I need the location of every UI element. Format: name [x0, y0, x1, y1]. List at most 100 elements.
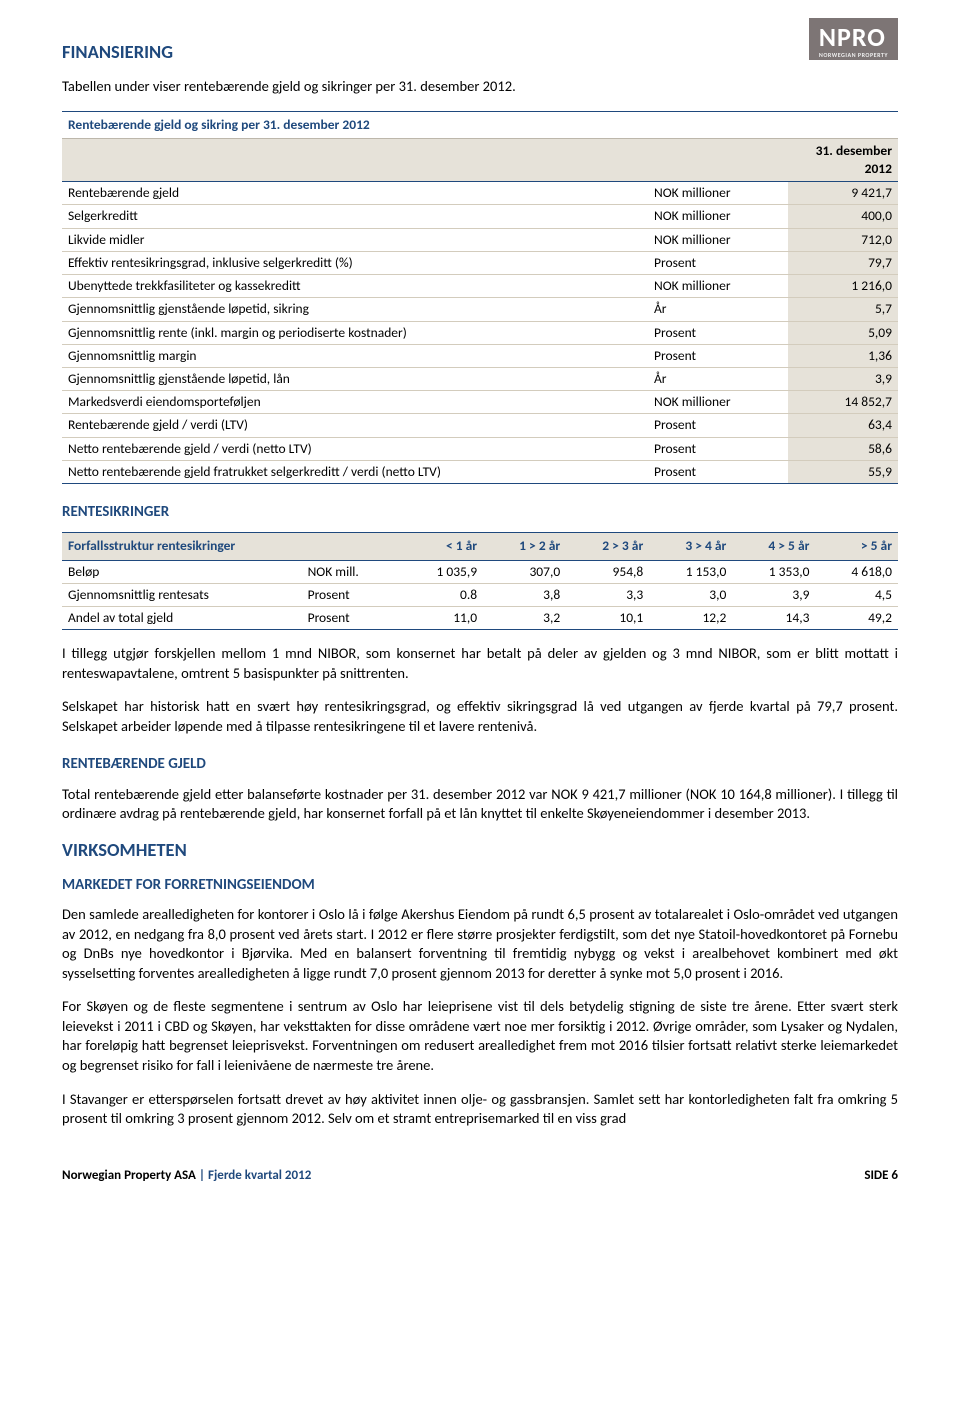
table-forfallsstruktur: Forfallsstruktur rentesikringer< 1 år1 >… [62, 532, 898, 630]
heading-rentebaerende-gjeld: RENTEBÆRENDE GJELD [62, 754, 898, 774]
col-header: 3 > 4 år [649, 533, 732, 560]
cell-value: 400,0 [788, 205, 898, 228]
cell: 954,8 [566, 560, 649, 583]
intro-text: Tabellen under viser rentebærende gjeld … [62, 77, 898, 97]
footer-page: SIDE 6 [864, 1167, 898, 1185]
cell: 10,1 [566, 606, 649, 629]
company-logo: NPRO NORWEGIAN PROPERTY [809, 18, 898, 60]
cell-unit: NOK millioner [648, 182, 788, 205]
cell-label: Gjennomsnittlig rente (inkl. margin og p… [62, 321, 648, 344]
cell-unit: Prosent [648, 460, 788, 483]
cell-value: 58,6 [788, 437, 898, 460]
cell-unit: Prosent [648, 437, 788, 460]
cell: 14,3 [732, 606, 815, 629]
para-total-gjeld: Total rentebærende gjeld etter balansefø… [62, 785, 898, 824]
footer-period: Fjerde kvartal 2012 [208, 1168, 311, 1183]
table-row: Gjennomsnittlig rentesatsProsent0.83,8 3,… [62, 583, 898, 606]
cell-value: 79,7 [788, 251, 898, 274]
para-sikringsgrad: Selskapet har historisk hatt en svært hø… [62, 697, 898, 736]
cell: 4 618,0 [815, 560, 898, 583]
cell-value: 5,7 [788, 298, 898, 321]
cell: 1 353,0 [732, 560, 815, 583]
cell-label: Effektiv rentesikringsgrad, inklusive se… [62, 251, 648, 274]
table-row: Netto rentebærende gjeld fratrukket selg… [62, 460, 898, 483]
cell-value: 55,9 [788, 460, 898, 483]
cell-value: 9 421,7 [788, 182, 898, 205]
cell: 307,0 [483, 560, 566, 583]
table-row: Markedsverdi eiendomsporteføljenNOK mill… [62, 391, 898, 414]
cell-label: Rentebærende gjeld [62, 182, 648, 205]
cell: 4,5 [815, 583, 898, 606]
cell-label: Selgerkreditt [62, 205, 648, 228]
col-header: Forfallsstruktur rentesikringer [62, 533, 401, 560]
cell-label: Rentebærende gjeld / verdi (LTV) [62, 414, 648, 437]
table-row: Netto rentebærende gjeld / verdi (netto … [62, 437, 898, 460]
cell: 1 035,9 [401, 560, 483, 583]
heading-virksomheten: VIRKSOMHETEN [62, 838, 898, 863]
cell: Prosent [302, 606, 401, 629]
cell: 1 153,0 [649, 560, 732, 583]
cell: 3,8 [483, 583, 566, 606]
cell-label: Netto rentebærende gjeld / verdi (netto … [62, 437, 648, 460]
table-row: Ubenyttede trekkfasiliteter og kassekred… [62, 275, 898, 298]
heading-rentesikringer: RENTESIKRINGER [62, 502, 898, 522]
table-row: Gjennomsnittlig rente (inkl. margin og p… [62, 321, 898, 344]
cell-value: 712,0 [788, 228, 898, 251]
para-nibor: I tillegg utgjør forskjellen mellom 1 mn… [62, 644, 898, 683]
cell: 11,0 [401, 606, 483, 629]
col-header: < 1 år [401, 533, 483, 560]
cell-value: 14 852,7 [788, 391, 898, 414]
para-skoyen: For Skøyen og de fleste segmentene i sen… [62, 997, 898, 1075]
cell-value: 1,36 [788, 344, 898, 367]
cell: NOK mill. [302, 560, 401, 583]
table-row: Rentebærende gjeldNOK millioner9 421,7 [62, 182, 898, 205]
col-header: 1 > 2 år [483, 533, 566, 560]
cell: 3,2 [483, 606, 566, 629]
cell-label: Markedsverdi eiendomsporteføljen [62, 391, 648, 414]
cell-value: 1 216,0 [788, 275, 898, 298]
cell-unit: Prosent [648, 414, 788, 437]
cell-unit: Prosent [648, 251, 788, 274]
cell-label: Gjennomsnittlig gjenstående løpetid, sik… [62, 298, 648, 321]
para-stavanger: I Stavanger er etterspørselen fortsatt d… [62, 1090, 898, 1129]
cell-unit: NOK millioner [648, 205, 788, 228]
cell-unit: År [648, 367, 788, 390]
cell: 3,9 [732, 583, 815, 606]
table-gjeld-sikring: Rentebærende gjeld og sikring per 31. de… [62, 111, 898, 485]
cell: 0.8 [401, 583, 483, 606]
col-header: > 5 år [815, 533, 898, 560]
heading-markedet: MARKEDET FOR FORRETNINGSEIENDOM [62, 875, 898, 895]
cell: Gjennomsnittlig rentesats [62, 583, 302, 606]
table-row: Gjennomsnittlig gjenstående løpetid, sik… [62, 298, 898, 321]
cell-value: 5,09 [788, 321, 898, 344]
cell-label: Netto rentebærende gjeld fratrukket selg… [62, 460, 648, 483]
cell-unit: Prosent [648, 344, 788, 367]
para-arealledighet: Den samlede arealledigheten for kontorer… [62, 905, 898, 983]
cell-value: 63,4 [788, 414, 898, 437]
table-row: SelgerkredittNOK millioner400,0 [62, 205, 898, 228]
cell: 12,2 [649, 606, 732, 629]
cell-unit: Prosent [648, 321, 788, 344]
cell: 49,2 [815, 606, 898, 629]
col-header: 2 > 3 år [566, 533, 649, 560]
table-row: Rentebærende gjeld / verdi (LTV)Prosent6… [62, 414, 898, 437]
footer-sep: | [199, 1168, 208, 1183]
heading-finansiering: FINANSIERING [62, 40, 898, 65]
cell-label: Ubenyttede trekkfasiliteter og kassekred… [62, 275, 648, 298]
cell-unit: År [648, 298, 788, 321]
cell-unit: NOK millioner [648, 228, 788, 251]
cell: Prosent [302, 583, 401, 606]
cell-label: Gjennomsnittlig gjenstående løpetid, lån [62, 367, 648, 390]
cell-value: 3,9 [788, 367, 898, 390]
cell-unit: NOK millioner [648, 391, 788, 414]
logo-subtext: NORWEGIAN PROPERTY [819, 51, 888, 59]
table-row: Gjennomsnittlig marginProsent1,36 [62, 344, 898, 367]
cell-unit: NOK millioner [648, 275, 788, 298]
table-row: BeløpNOK mill.1 035,9307,0954,81 153,01 … [62, 560, 898, 583]
cell: Beløp [62, 560, 302, 583]
cell-label: Likvide midler [62, 228, 648, 251]
logo-text: NPRO [819, 21, 886, 53]
table-row: Andel av total gjeldProsent11,03,210,112… [62, 606, 898, 629]
table1-date: 31. desember 2012 [788, 138, 898, 181]
cell: 3,0 [649, 583, 732, 606]
